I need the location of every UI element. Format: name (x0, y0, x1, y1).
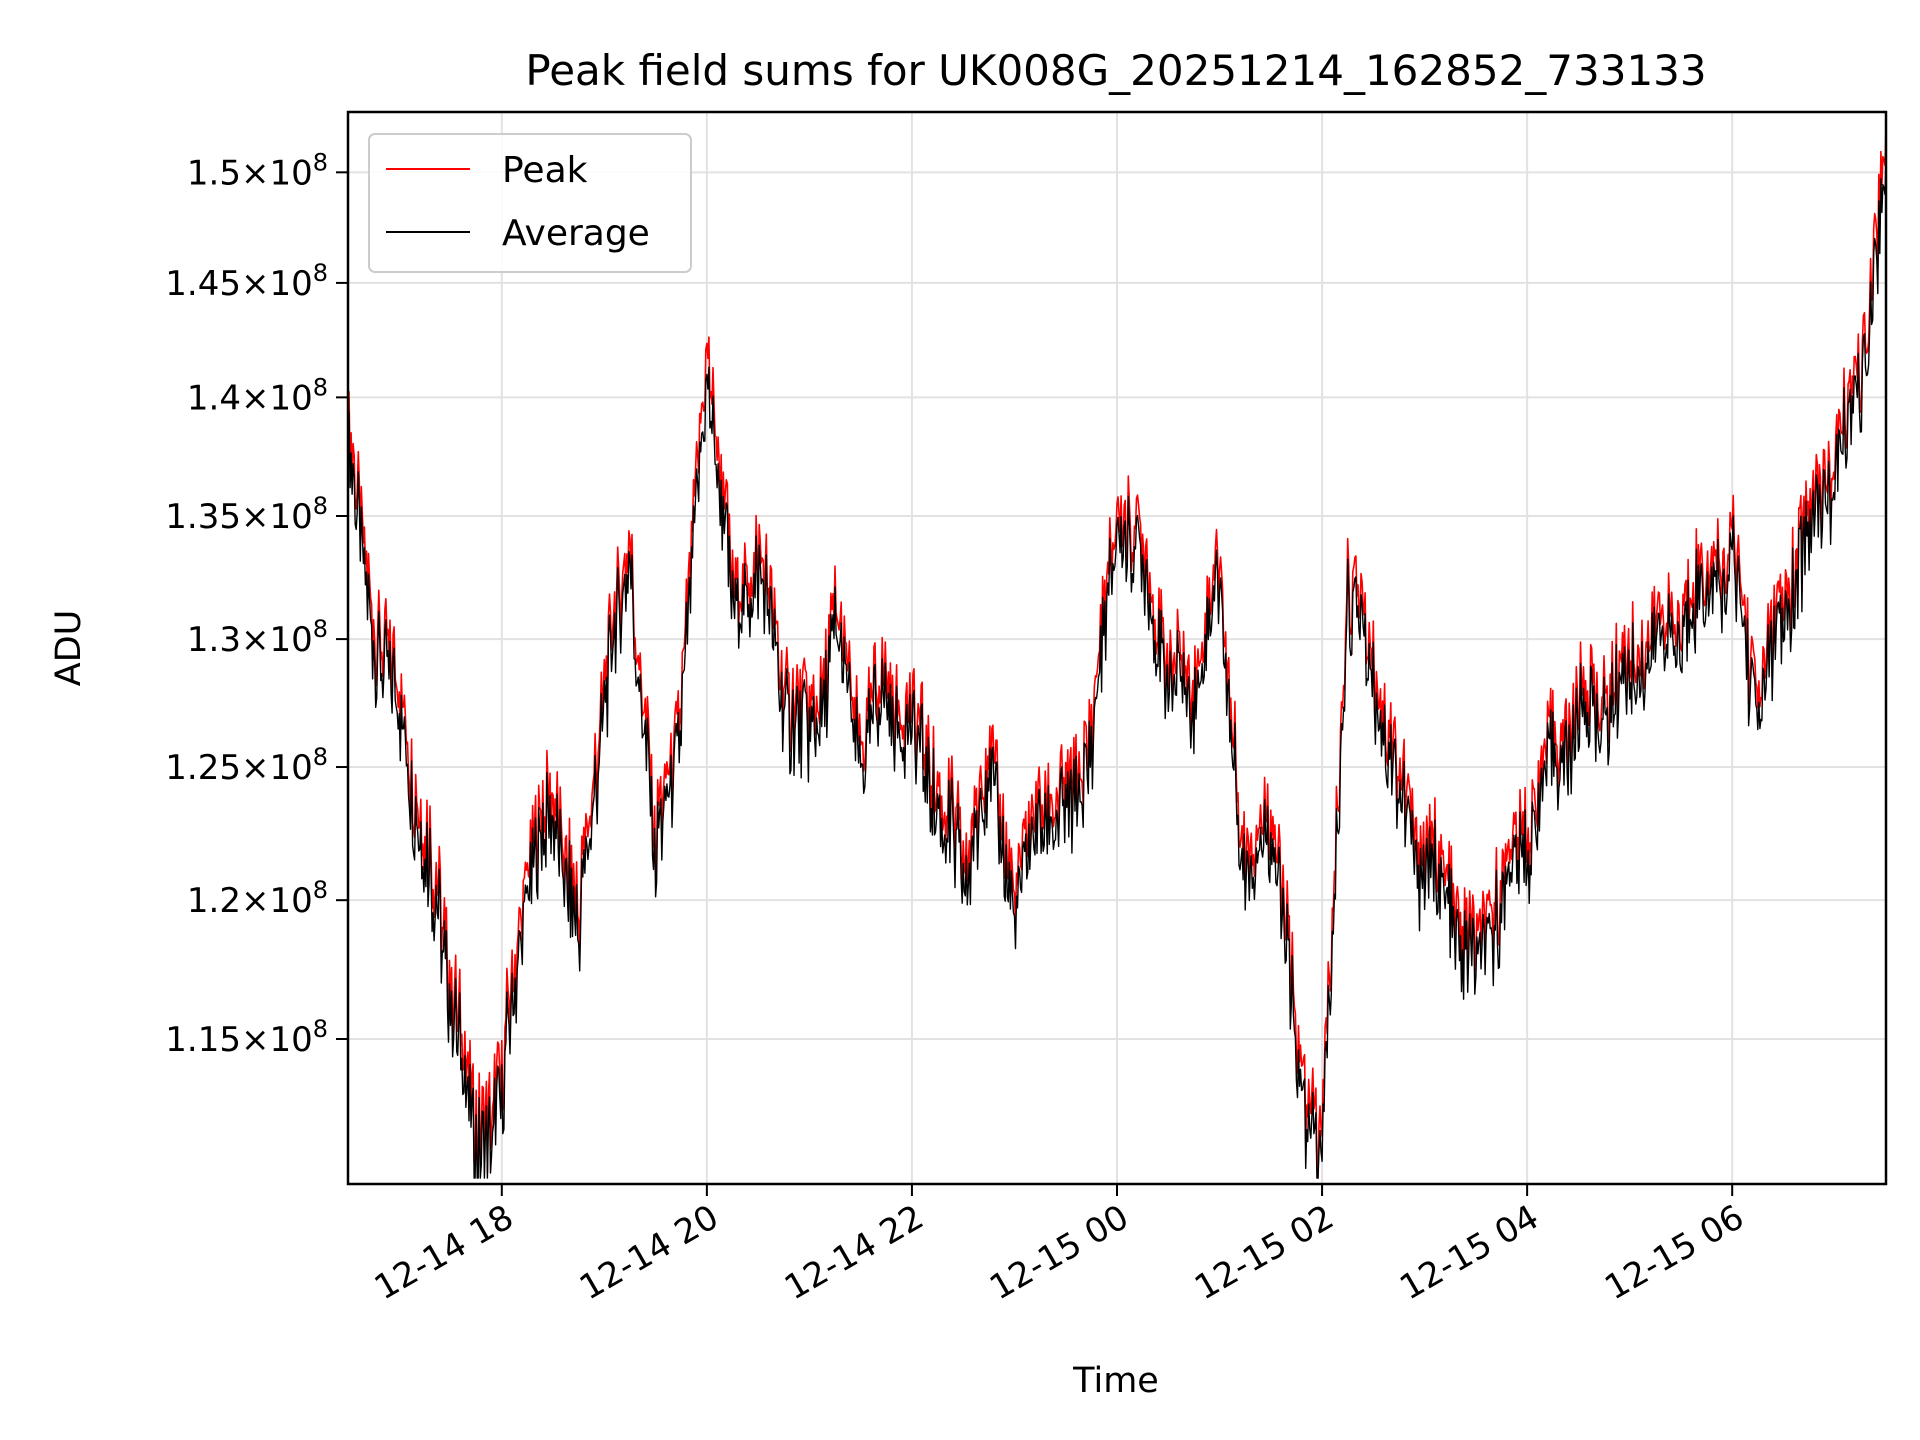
y-tick-label: 1.35×108 (165, 492, 328, 537)
legend-label-peak: Peak (502, 150, 588, 191)
x-axis-label: Time (1072, 1361, 1159, 1401)
legend: Peak Average (368, 133, 692, 273)
y-tick-label: 1.45×108 (165, 259, 328, 304)
x-tick-label: 12-14 20 (573, 1197, 725, 1308)
x-tick-label: 12-14 18 (368, 1197, 520, 1308)
y-tick-label: 1.5×108 (187, 148, 328, 193)
y-tick-label: 1.15×108 (165, 1015, 328, 1060)
y-tick-label: 1.4×108 (187, 373, 328, 418)
series-line-average (347, 156, 1887, 1179)
plot-series (347, 127, 1887, 1179)
legend-label-average: Average (502, 213, 650, 254)
y-tick-label: 1.3×108 (187, 615, 328, 660)
y-axis-label: ADU (49, 610, 89, 687)
y-tick-label: 1.2×108 (187, 876, 328, 921)
x-tick-label: 12-15 04 (1393, 1197, 1545, 1308)
x-axis: 12-14 18 12-14 20 12-14 22 12-15 00 12-15 02… (368, 1184, 1751, 1308)
y-tick-label: 1.25×108 (165, 743, 328, 788)
y-axis: 1.15×108 1.2×108 1.25×108 1.3×108 1.35×108 1.… (165, 148, 348, 1060)
x-tick-label: 12-15 00 (983, 1197, 1135, 1308)
x-tick-label: 12-15 06 (1598, 1197, 1750, 1308)
chart-title: Peak field sums for UK008G_20251214_1628… (525, 46, 1706, 95)
x-tick-label: 12-15 02 (1188, 1197, 1340, 1308)
grid (348, 112, 1886, 1184)
x-tick-label: 12-14 22 (778, 1197, 930, 1308)
